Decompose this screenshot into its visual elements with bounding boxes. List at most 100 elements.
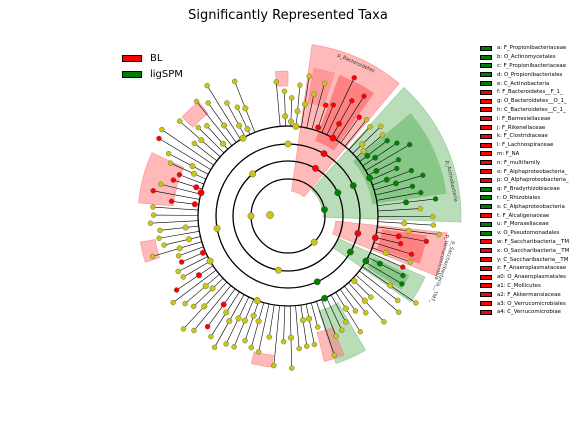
leaf-node	[204, 82, 210, 89]
leaf-node	[430, 222, 437, 228]
taxa-key-r: r: O_Rhizobiales	[480, 194, 576, 203]
legend-item-bl: BL	[122, 50, 183, 66]
branch	[283, 305, 286, 342]
intermediate-node	[185, 236, 192, 243]
clade-node	[239, 134, 247, 142]
branch	[331, 100, 353, 138]
branch	[300, 305, 308, 347]
taxa-key-label: z: F_Anaeroplasmataceae	[497, 265, 567, 272]
branch	[161, 129, 214, 166]
leaf-node	[423, 238, 430, 245]
taxa-key-p: p: O_Alphaproteobacteria_	[480, 176, 576, 185]
branch	[250, 302, 265, 348]
clade-node	[310, 238, 318, 246]
leaf-node	[356, 114, 362, 120]
taxa-key-e: e: C_Actinobacteria	[480, 79, 576, 88]
taxa-key-swatch	[480, 116, 492, 122]
taxa-key-label: m: F_NA	[497, 150, 520, 157]
intermediate-node	[221, 122, 228, 129]
branch	[375, 237, 401, 244]
taxa-key-swatch	[480, 160, 492, 166]
branch	[362, 142, 398, 167]
taxa-key-swatch	[480, 257, 492, 263]
intermediate-node	[220, 140, 227, 147]
branch	[159, 231, 200, 239]
branch	[164, 236, 201, 246]
leaf-node	[242, 337, 248, 344]
taxa-key-swatch	[480, 89, 492, 95]
node-layer	[147, 73, 442, 371]
taxa-key-swatch	[480, 195, 492, 201]
branch	[258, 303, 270, 352]
branch	[376, 192, 421, 201]
intermediate-node	[201, 303, 208, 310]
branch	[207, 288, 236, 327]
leaf-node	[394, 140, 400, 146]
leaf-node	[351, 75, 357, 81]
leaf-node	[395, 297, 401, 304]
branch	[344, 119, 367, 147]
clade-node	[354, 230, 362, 237]
intermediate-node	[359, 141, 366, 148]
branch	[365, 261, 403, 285]
taxa-key-swatch	[480, 107, 492, 113]
taxa-key-label: q: F_Bradyrhizobiaceae	[497, 186, 560, 193]
taxa-key-m: m: F_NA	[480, 150, 576, 159]
leaf-node	[420, 172, 426, 178]
clade-node	[321, 294, 329, 302]
leaf-node	[273, 79, 279, 85]
taxa-key-label: c: F_Propionibacteriaceae	[497, 62, 567, 69]
clade-node	[329, 134, 337, 142]
leaf-node	[280, 338, 287, 345]
taxa-key-swatch	[480, 283, 492, 289]
taxa-key-label: i: F_Barnesiellaceae	[497, 115, 551, 122]
taxa-key-u: u: F_Moraxellaceae	[480, 220, 576, 229]
leaf-node	[408, 167, 415, 174]
intermediate-node	[300, 317, 307, 324]
taxa-key-a1: a1: C_Mollicutes	[480, 282, 576, 291]
taxa-key-l: l: F_Lachnospiraceae	[480, 141, 576, 150]
taxa-key-swatch	[480, 133, 492, 139]
taxa-key-swatch	[480, 274, 492, 280]
branch	[330, 294, 347, 323]
leaf-node	[178, 259, 185, 265]
intermediate-node	[403, 199, 410, 206]
taxa-key-swatch	[480, 239, 492, 245]
intermediate-node	[301, 101, 308, 108]
root-node	[266, 211, 274, 219]
taxa-key-swatch	[480, 204, 492, 210]
leaf-node	[193, 98, 200, 105]
clade-node	[247, 212, 255, 220]
shade-tm7-inner	[377, 229, 427, 264]
branch	[172, 269, 217, 303]
branch	[335, 292, 361, 332]
taxa-key-label: f: F_Bacteroidetes__F_1_	[497, 89, 563, 96]
leaf-node	[191, 140, 198, 147]
branch	[372, 247, 411, 263]
clade-node	[371, 234, 379, 242]
branch	[359, 270, 398, 301]
taxa-key-swatch	[480, 177, 492, 183]
branch	[196, 101, 233, 146]
intermediate-node	[342, 305, 349, 312]
intermediate-node	[376, 260, 383, 267]
intermediate-node	[226, 318, 233, 325]
leaf-node	[397, 240, 404, 247]
leaf-node	[182, 300, 188, 307]
leaf-node	[161, 242, 167, 248]
branch	[340, 117, 360, 144]
taxa-key-label: a3: O_Verrucomicrobiales	[497, 300, 566, 307]
leaf-node	[150, 188, 156, 194]
taxa-key-swatch	[480, 72, 492, 78]
branch	[168, 153, 209, 175]
taxa-key-d: d: O_Propionibacteriales	[480, 70, 576, 79]
branch	[339, 289, 356, 312]
intermediate-node	[392, 180, 399, 187]
leaf-node	[289, 365, 295, 371]
leaf-node	[339, 327, 345, 333]
branch	[321, 104, 334, 133]
branch	[365, 144, 410, 171]
leaf-node	[363, 310, 369, 316]
branch	[178, 246, 204, 257]
leaf-node	[407, 259, 414, 265]
